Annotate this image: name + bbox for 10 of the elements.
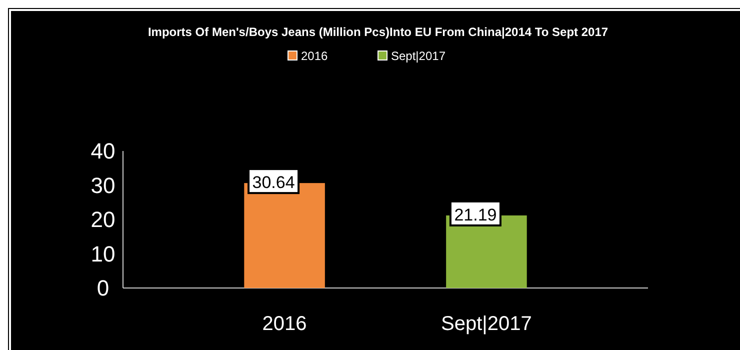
legend-label: 2016 — [301, 49, 328, 63]
y-tick-label: 10 — [90, 241, 116, 266]
legend-label: Sept|2017 — [391, 49, 446, 63]
y-tick-label: 20 — [90, 207, 116, 232]
y-tick-label: 0 — [96, 276, 110, 301]
chart-title: Imports Of Men's/Boys Jeans (Million Pcs)Into EU From China|2014 To Sept 2017 — [148, 25, 608, 39]
data-label: 21.19 — [454, 205, 497, 224]
y-tick-label: 30 — [90, 172, 116, 198]
y-tick-label: 40 — [90, 138, 116, 164]
data-label: 30.64 — [252, 173, 295, 192]
